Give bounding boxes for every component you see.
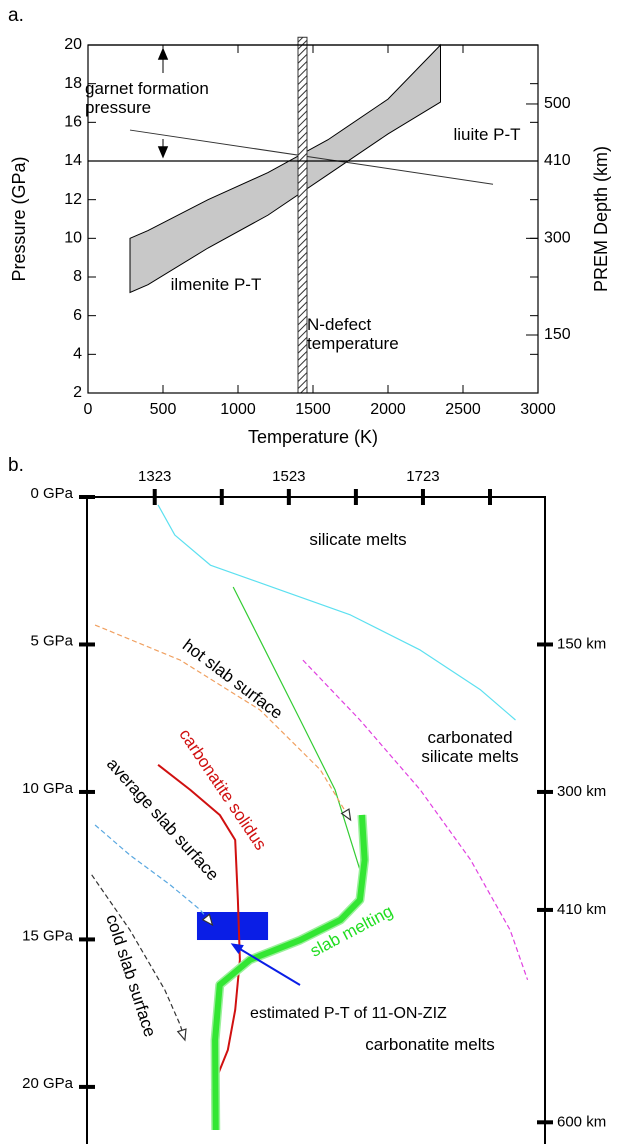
y-axis-title: Pressure (GPa) [9,156,29,281]
arrow-head [157,47,169,60]
region-label: carbonatite melts [365,1035,495,1054]
series-label: garnet formation pressure [85,79,209,117]
hatched-band [297,36,308,394]
x-axis-title: Temperature (K) [248,427,378,447]
y2-tick-label: 600 km [557,1113,606,1130]
line [94,824,213,926]
panel-label: a. [8,5,24,26]
x-tick-label: 1523 [272,468,305,485]
y-tick-label: 12 [64,191,82,208]
y2-tick-label: 410 [544,152,571,169]
y2-tick-label: 410 km [557,901,606,918]
y-tick-label: 10 GPa [22,780,74,797]
arrow-head [340,808,352,822]
y2-tick-label: 300 [544,230,571,247]
x-tick-label: 0 [84,401,93,418]
series-label-box: ilmenite P-T [170,275,262,294]
y2-axis-title: PREM Depth (km) [591,146,611,292]
x-tick-label: 2500 [445,401,481,418]
series-label-box: N-defect temperature [307,315,399,353]
x-tick-label: 1723 [406,468,439,485]
series-label: liuite P-T [453,125,521,144]
line [232,586,361,870]
plot-frame [86,496,546,1144]
y-tick-label: 0 GPa [30,485,73,502]
series-label-box: liuite P-T [453,125,521,144]
y-tick-label: 10 [64,230,82,247]
series-label: hot slab surface [179,635,286,722]
line [94,624,352,821]
arrow-shaft [239,948,301,986]
y-tick-label: 2 [73,384,82,401]
band [129,43,441,294]
region-label: carbonated silicate melts [421,728,519,766]
y-tick-label: 14 [64,152,82,169]
x-tick-label: 1500 [295,401,331,418]
y-tick-label: 5 GPa [30,632,73,649]
y-tick-label: 6 [73,307,82,324]
arrow-head [201,913,214,927]
x-tick-label: 1000 [220,401,256,418]
region-label: silicate melts [309,530,407,549]
line [157,764,241,1091]
y-tick-label: 20 GPa [22,1075,74,1092]
arrow-head [176,1028,187,1042]
series-label: ilmenite P-T [170,275,262,294]
y-tick-label: 4 [73,346,82,363]
x-tick-label: 1323 [138,468,171,485]
x-tick-label: 500 [150,401,177,418]
y-tick-label: 8 [73,268,82,285]
arrow-head [230,943,244,954]
y-tick-label: 18 [64,75,82,92]
x-tick-label: 3000 [520,401,556,418]
y2-tick-label: 300 km [557,783,606,800]
y2-tick-label: 150 km [557,635,606,652]
y-tick-label: 15 GPa [22,927,74,944]
series-label: N-defect temperature [307,315,399,353]
region-label-box: carbonated silicate melts [421,728,519,766]
region-label-box: carbonatite melts [365,1035,495,1054]
y2-tick-label: 150 [544,326,571,343]
y-tick-label: 16 [64,114,82,131]
region-label-box: silicate melts [309,530,407,549]
panel-label: b. [8,455,24,476]
sample-label: estimated P-T of 11-ON-ZIZ [250,1005,447,1022]
x-tick-label: 2000 [370,401,406,418]
arrow-head [157,146,169,159]
line [157,504,516,721]
series-label-box: garnet formation pressure [85,79,209,117]
line [212,814,368,1130]
y-tick-label: 20 [64,36,82,53]
line [302,659,529,981]
y2-tick-label: 500 [544,95,571,112]
line [129,129,494,185]
